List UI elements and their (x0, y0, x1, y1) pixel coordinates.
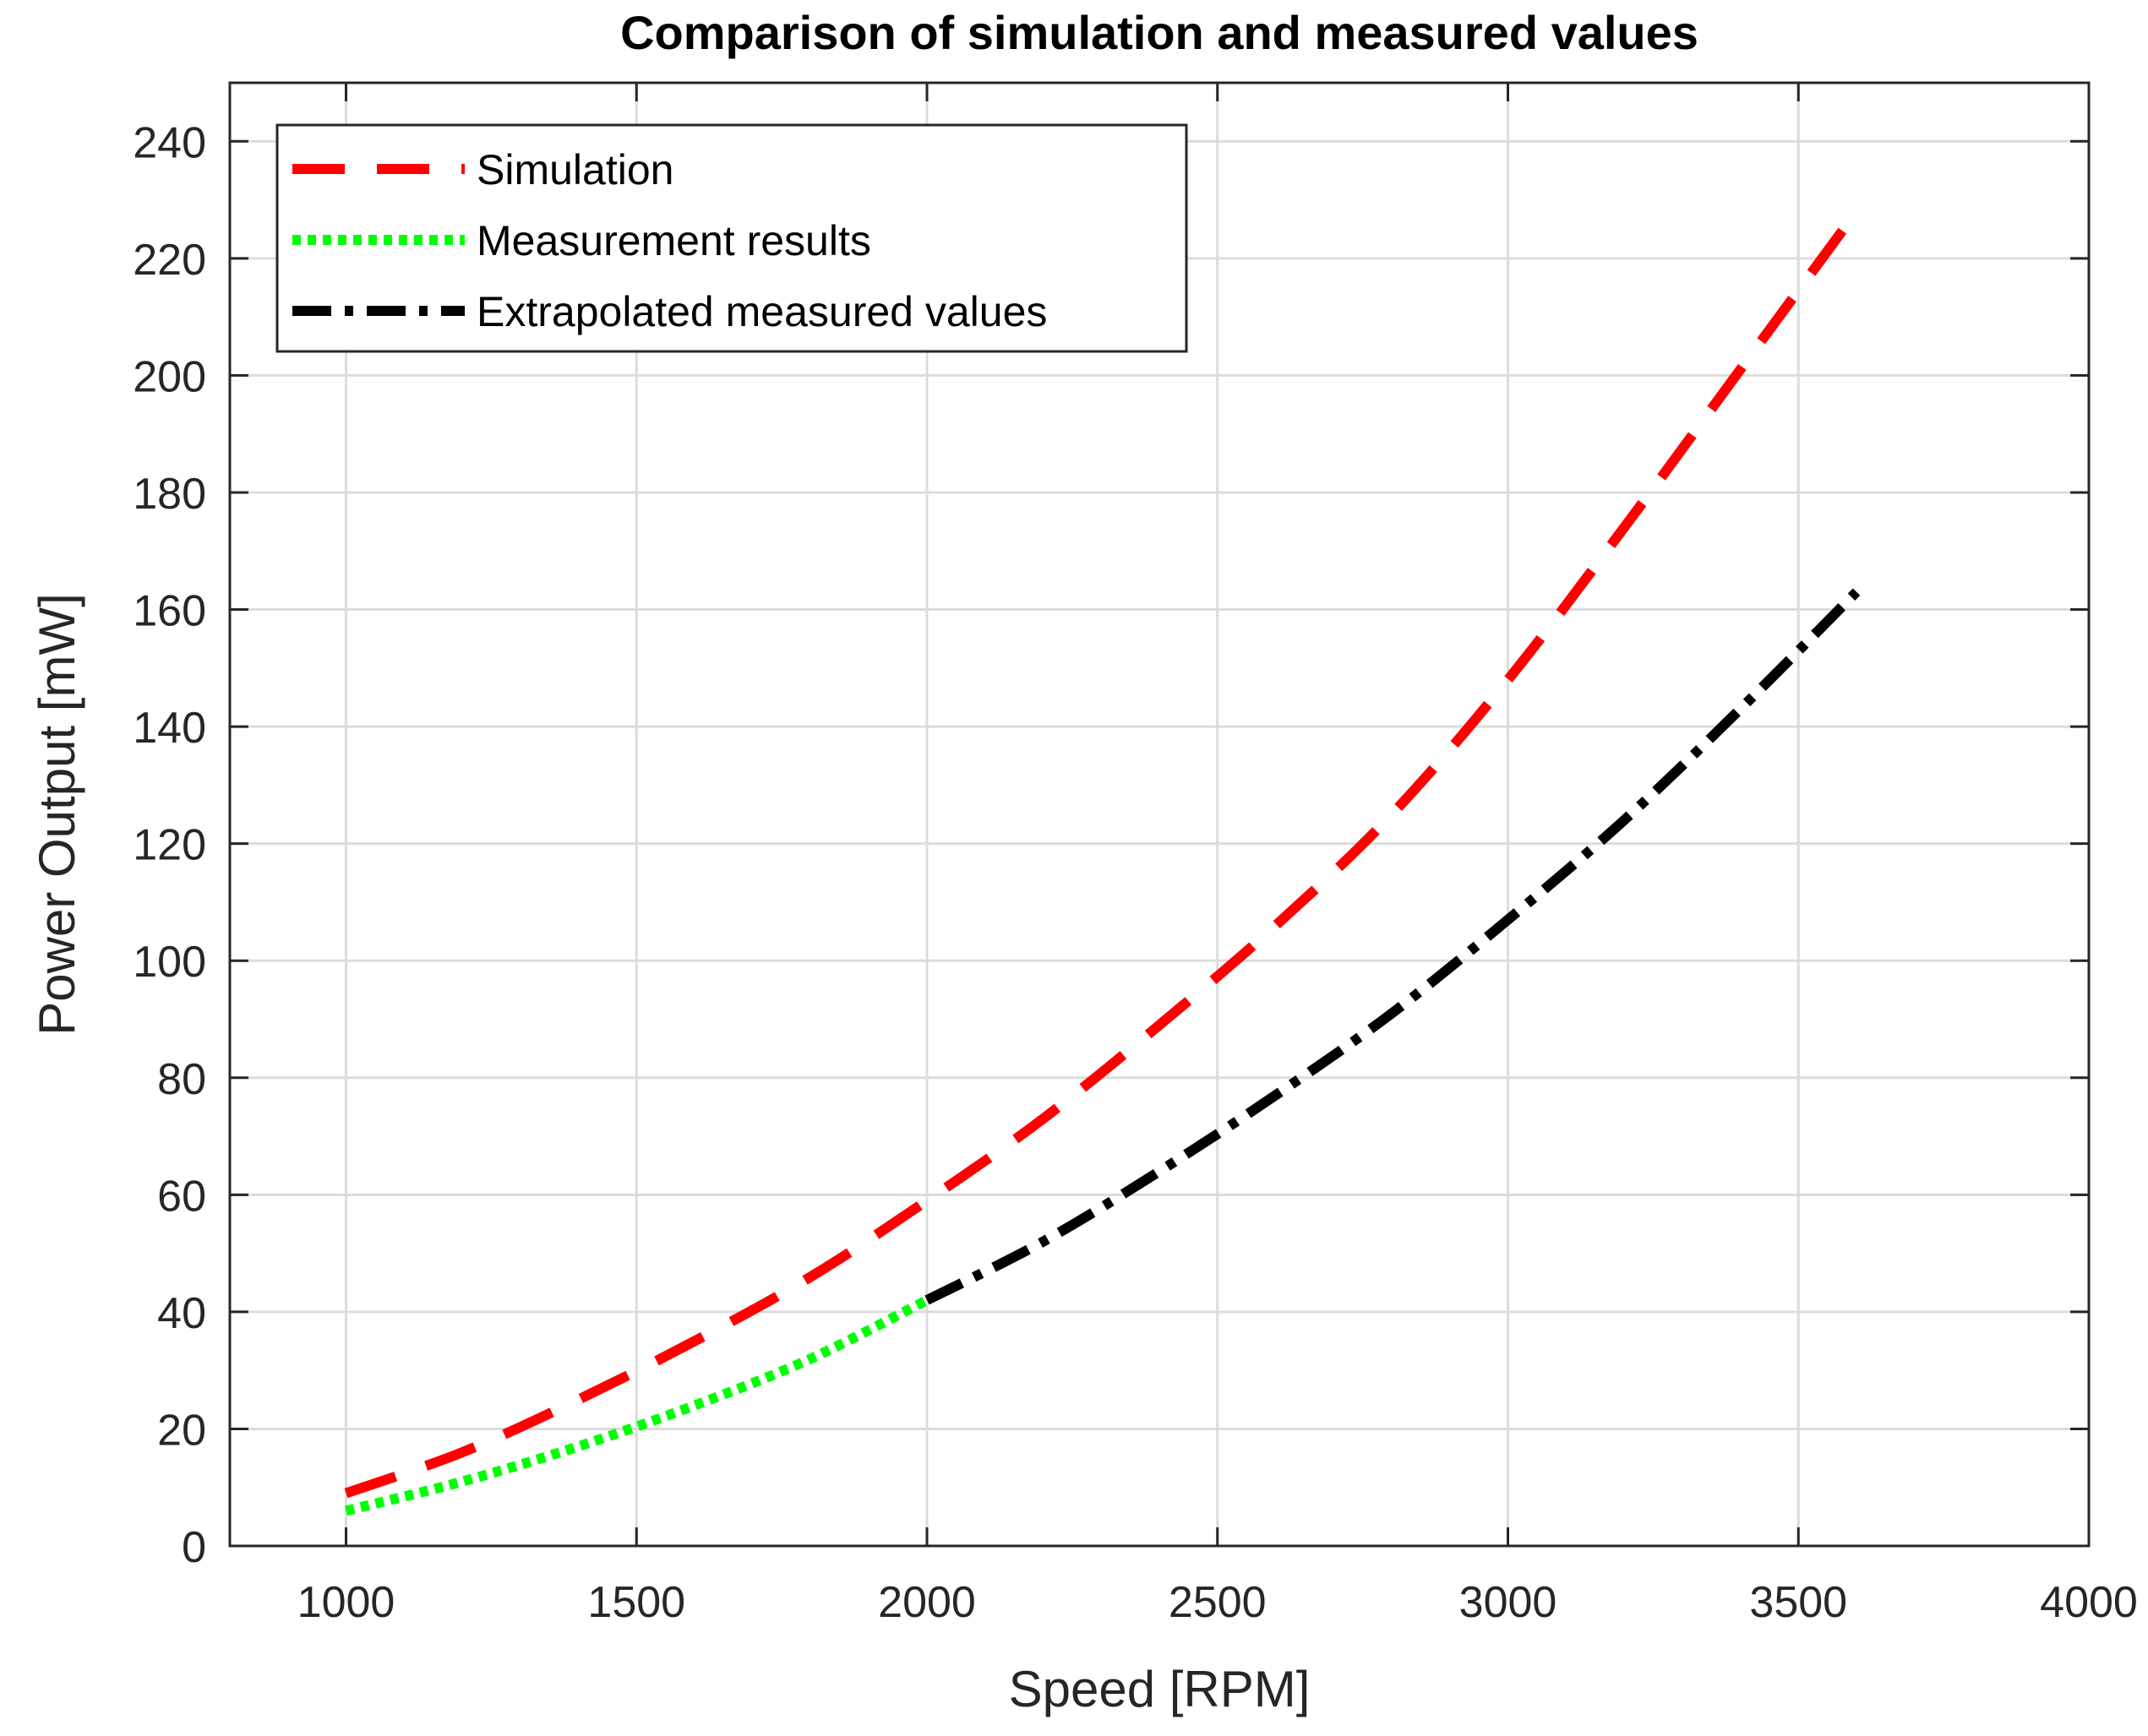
y-tick-label: 220 (133, 236, 206, 285)
legend-extrapolated-measured-values-label: Extrapolated measured values (477, 288, 1047, 335)
y-tick-label: 80 (157, 1055, 206, 1104)
x-tick-label: 2000 (878, 1578, 976, 1627)
legend-simulation-label: Simulation (477, 146, 673, 193)
y-tick-label: 140 (133, 704, 206, 753)
y-tick-label: 240 (133, 118, 206, 167)
extrapolated-measured-values-line (924, 588, 1861, 1305)
y-tick-label: 160 (133, 587, 206, 636)
y-axis-label: Power Output [mW] (29, 593, 85, 1035)
x-tick-label: 2500 (1169, 1578, 1267, 1627)
axis-ticks: 1000 1500 2000 2500 3000 3500 4000 0 20 40 60 80 100… (133, 83, 2138, 1627)
series-lines (344, 208, 1861, 1516)
x-tick-label: 3000 (1459, 1578, 1557, 1627)
x-tick-label: 1000 (297, 1578, 395, 1627)
simulation-line (344, 208, 1861, 1499)
chart-title: Comparison of simulation and measured va… (620, 6, 1698, 59)
legend: Simulation Measurement results Extrapolate… (275, 123, 1188, 353)
x-tick-label: 4000 (2040, 1578, 2138, 1627)
y-tick-label: 180 (133, 470, 206, 519)
y-tick-label: 40 (157, 1289, 206, 1338)
y-tick-label: 120 (133, 821, 206, 870)
x-tick-label: 1500 (587, 1578, 685, 1627)
legend-box (275, 123, 1188, 353)
y-tick-label: 0 (182, 1523, 206, 1572)
y-tick-label: 60 (157, 1172, 206, 1221)
measurement-results-line (345, 1295, 930, 1516)
legend-measurement-results-label: Measurement results (477, 217, 871, 264)
y-tick-label: 100 (133, 938, 206, 987)
plot-frame (228, 81, 2091, 1548)
x-axis-label: Speed [RPM] (1009, 1661, 1311, 1717)
x-tick-label: 3500 (1749, 1578, 1847, 1627)
y-tick-label: 200 (133, 352, 206, 401)
y-tick-label: 20 (157, 1406, 206, 1455)
